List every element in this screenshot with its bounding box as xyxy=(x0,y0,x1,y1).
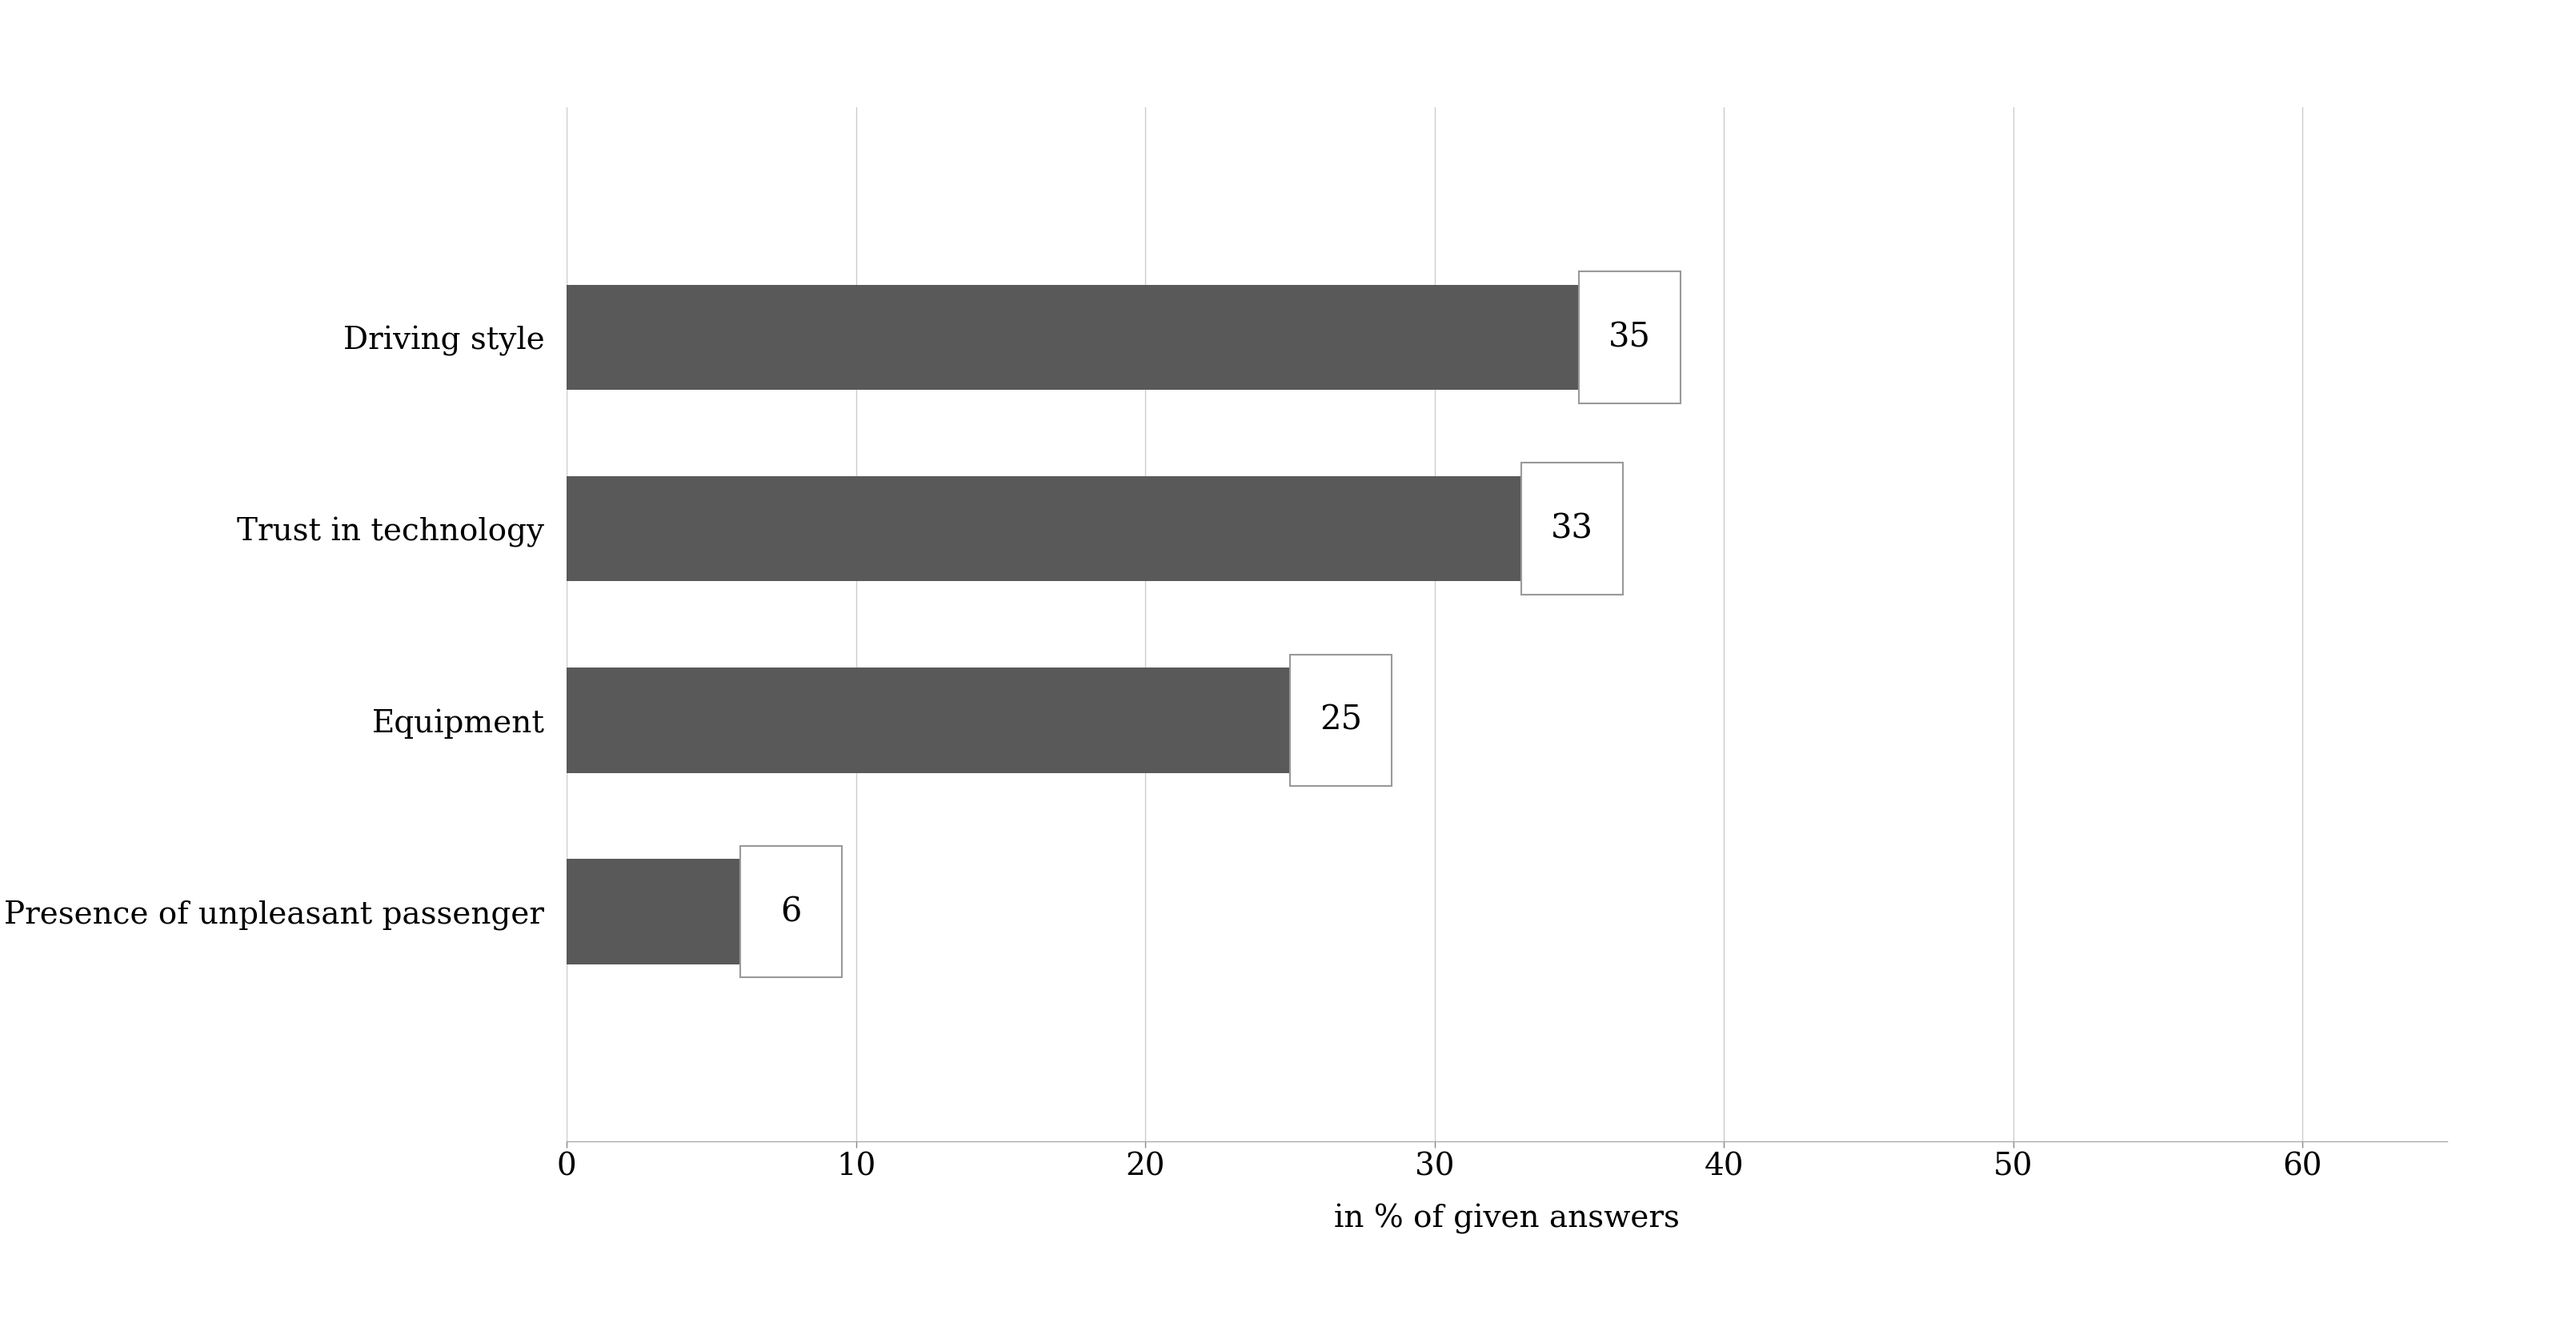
Bar xyxy=(567,475,1522,582)
FancyBboxPatch shape xyxy=(739,846,842,978)
FancyBboxPatch shape xyxy=(1522,463,1623,595)
Text: 6: 6 xyxy=(781,894,801,928)
FancyBboxPatch shape xyxy=(1579,271,1680,403)
Text: 33: 33 xyxy=(1551,512,1595,545)
Bar xyxy=(567,285,1579,389)
Text: 35: 35 xyxy=(1607,321,1651,355)
FancyBboxPatch shape xyxy=(1291,654,1391,786)
Bar xyxy=(567,860,739,964)
Text: 25: 25 xyxy=(1319,704,1363,737)
Bar xyxy=(567,667,1291,774)
X-axis label: in % of given answers: in % of given answers xyxy=(1334,1203,1680,1234)
